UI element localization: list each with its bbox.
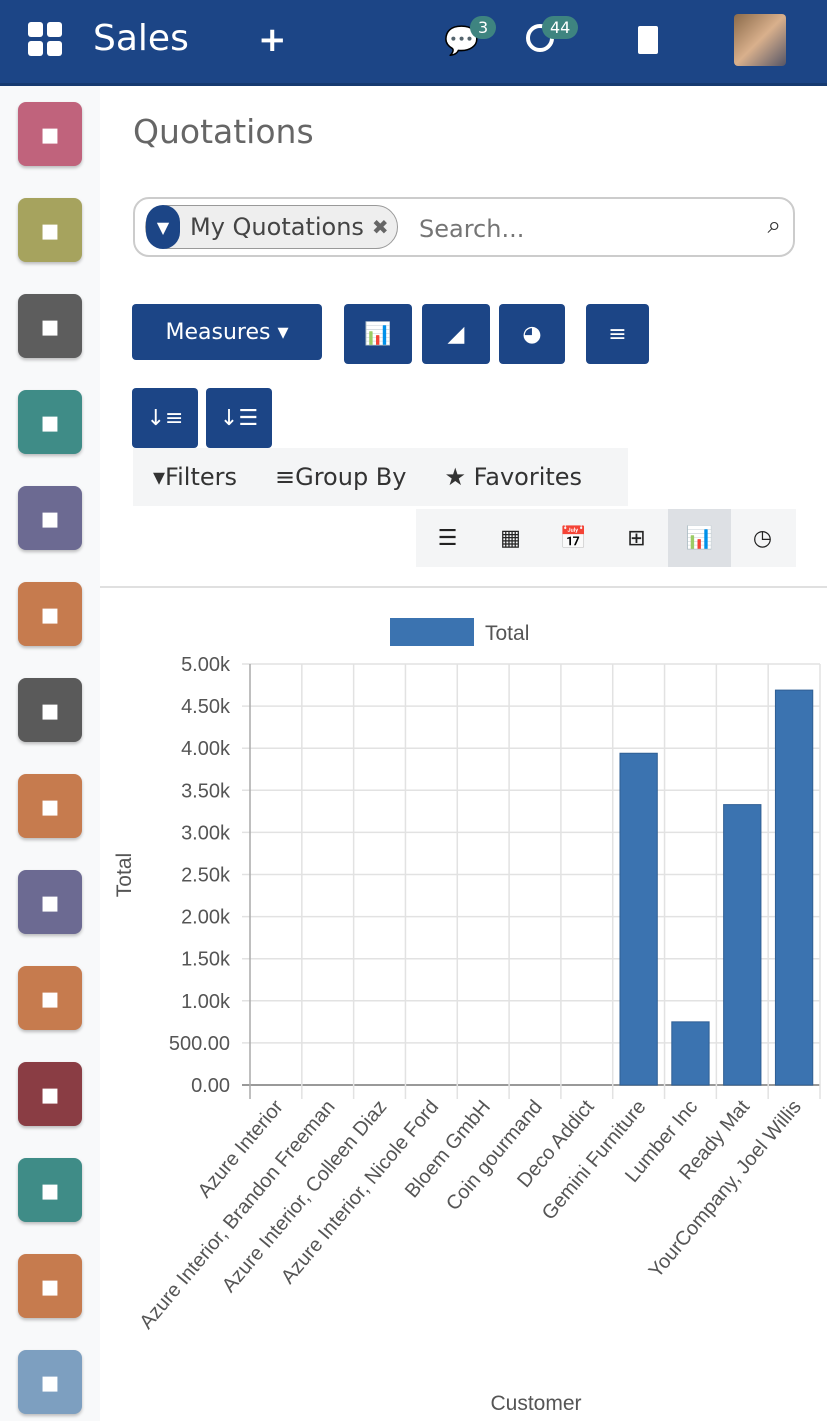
facet-label: My Quotations: [190, 213, 364, 241]
elearning-icon[interactable]: ▪: [18, 1062, 82, 1126]
app-sidebar: ▪ ▪ ▪ ▪ ▪ ▪ ▪ ▪ ▪ ▪ ▪ ▪ ▪ ▪: [0, 86, 100, 1421]
graph-view-icon[interactable]: 📊: [668, 509, 731, 567]
stacked-database-button[interactable]: ≡: [586, 304, 649, 364]
view-switcher: ☰ ▦ 📅 ⊞ 📊 ◷: [416, 509, 796, 567]
user-avatar[interactable]: [734, 14, 786, 66]
sales-chart-icon[interactable]: ▪: [18, 582, 82, 646]
measures-label: Measures: [165, 319, 271, 345]
messages-badge: 3: [470, 16, 497, 39]
kanban-view-icon[interactable]: ▦: [500, 525, 521, 551]
favorites-label: Favorites: [473, 463, 583, 491]
sort-descending-button[interactable]: ↓≡: [132, 388, 198, 448]
contacts-icon[interactable]: ▪: [18, 390, 82, 454]
remove-facet-icon[interactable]: ✖: [371, 215, 389, 239]
filters-label: Filters: [165, 463, 237, 491]
plus-icon[interactable]: +: [258, 20, 287, 60]
filters-button[interactable]: ▾Filters: [153, 463, 237, 491]
main-content: Quotations ▼ My Quotations ✖ ⌕ Measures …: [100, 86, 827, 1421]
search-icon[interactable]: ⌕: [767, 211, 781, 239]
activities-badge: 44: [542, 16, 579, 39]
card-icon[interactable]: ▪: [18, 1350, 82, 1414]
app-title[interactable]: Sales: [93, 18, 189, 59]
invoice-icon[interactable]: ▪: [18, 774, 82, 838]
pie-chart-button[interactable]: ◕: [499, 304, 565, 364]
notes-icon[interactable]: ▪: [18, 294, 82, 358]
apps-menu-icon[interactable]: [28, 22, 68, 62]
activity-view-icon[interactable]: ◷: [752, 525, 773, 551]
filter-icon: ▼: [146, 205, 180, 249]
calendar-view-icon[interactable]: 📅: [559, 525, 588, 551]
group-by-button[interactable]: ≡Group By: [275, 463, 407, 491]
search-bar[interactable]: ▼ My Quotations ✖ ⌕: [133, 197, 795, 257]
group-by-label: Group By: [295, 463, 407, 491]
measures-dropdown[interactable]: Measures ▾: [132, 304, 322, 360]
favorites-button[interactable]: ★ Favorites: [444, 463, 583, 491]
page-title: Quotations: [133, 112, 314, 151]
pivot-view-icon[interactable]: ⊞: [627, 525, 646, 551]
calendar-icon[interactable]: ▪: [18, 198, 82, 262]
crm-handshake-icon[interactable]: ▪: [18, 486, 82, 550]
discuss-icon[interactable]: ▪: [18, 102, 82, 166]
divider: [100, 586, 827, 588]
filter-bar: ▾Filters ≡Group By ★ Favorites: [133, 448, 628, 506]
store-icon[interactable]: ▪: [18, 678, 82, 742]
bar-chart-button[interactable]: 📊: [344, 304, 412, 364]
puzzle-icon[interactable]: ▪: [18, 870, 82, 934]
list-view-icon[interactable]: ☰: [437, 525, 458, 551]
search-input[interactable]: [419, 211, 749, 247]
tag-icon[interactable]: ▪: [18, 1158, 82, 1222]
line-chart-button[interactable]: ◢: [422, 304, 490, 364]
company-building-icon[interactable]: [638, 26, 658, 54]
search-facet[interactable]: ▼ My Quotations ✖: [145, 205, 398, 249]
sort-ascending-button[interactable]: ↓☰: [206, 388, 272, 448]
globe-icon[interactable]: ▪: [18, 966, 82, 1030]
top-navbar: Sales + 💬 3 44: [0, 0, 827, 86]
survey-icon[interactable]: ▪: [18, 1254, 82, 1318]
